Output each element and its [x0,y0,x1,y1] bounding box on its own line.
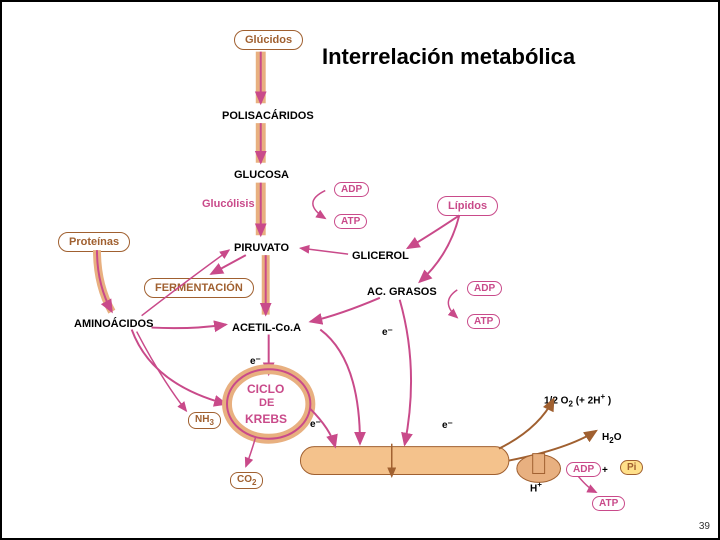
node-adp-1: ADP [334,182,369,197]
node-polisacaridos: POLISACÁRIDOS [222,110,314,122]
krebs-line1: CICLO [247,382,284,396]
node-adp-2: ADP [467,281,502,296]
label-respiratoria: respiratoria [422,460,477,471]
node-proteinas: Proteínas [58,232,130,252]
label-e2: e⁻ [250,356,261,367]
node-acetilcoa: ACETIL-Co.A [232,322,301,334]
label-h2o: H2O [602,432,621,445]
krebs-line3: KREBS [245,412,287,426]
krebs-line2: DE [259,397,274,409]
node-piruvato: PIRUVATO [234,242,289,254]
arrows-layer [2,2,718,538]
node-lipidos: Lípidos [437,196,498,216]
node-aminoacidos: AMINOÁCIDOS [74,318,153,330]
node-atp-2: ATP [467,314,500,329]
node-glucidos: Glúcidos [234,30,303,50]
label-half-o2: 1/2 O2 (+ 2H+ ) [544,392,611,408]
page-number: 39 [699,521,710,532]
node-co2: CO2 [230,472,263,489]
label-plus: + [602,465,608,476]
node-adp-3: ADP [566,462,601,477]
node-glicerol: GLICEROL [352,250,409,262]
node-acgrasos: AC. GRASOS [367,286,437,298]
label-e4: e⁻ [442,420,453,431]
label-cadena: Cadena [308,462,344,473]
node-atp-3: ATP [592,496,625,511]
slide: Interrelación metabólica Glúcidos POLISA… [0,0,720,540]
node-glucosa: GLUCOSA [234,169,289,181]
node-pi: Pi [620,460,643,475]
label-glucolisis: Glucólisis [202,198,255,210]
label-e1: e⁻ [382,327,393,338]
node-nh3: NH3 [188,412,221,429]
node-fermentacion: FERMENTACIÓN [144,278,254,298]
label-hplus-2: H+ [530,480,542,494]
label-hplus-1: H+ [388,462,400,476]
label-e3: e⁻ [310,419,321,430]
diagram-title: Interrelación metabólica [322,44,575,70]
node-atp-1: ATP [334,214,367,229]
